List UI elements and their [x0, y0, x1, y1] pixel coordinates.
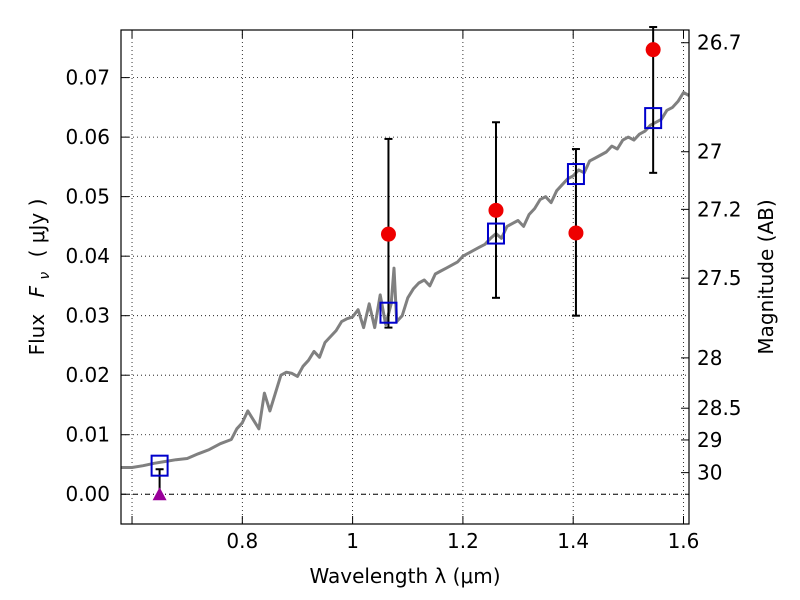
observed-flux-marker: [380, 226, 396, 242]
y-axis-label-symbol: F: [25, 285, 49, 297]
model-magnitude-marker: [644, 107, 663, 130]
y-tick-label: 0.00: [65, 482, 110, 506]
y-axis-label-unit: ( μJy ): [25, 199, 49, 258]
observed-flux-marker: [645, 42, 661, 58]
mag-tick-label: 28.5: [697, 396, 742, 420]
mag-tick-label: 28: [697, 346, 722, 370]
y-axis-label-subscript: ν: [37, 272, 53, 280]
x-tick-label: 1.2: [447, 529, 479, 553]
mag-tick-label: 27: [697, 140, 722, 164]
y-axis-label: Flux F ν ( μJy ): [25, 199, 54, 356]
mag-tick-label: 26.7: [697, 31, 742, 55]
magnitude-axis-label: Magnitude (AB): [754, 199, 778, 354]
x-tick-label: 0.8: [226, 529, 258, 553]
model-magnitude-marker: [566, 163, 585, 186]
observed-flux-marker: [568, 225, 584, 241]
data-layer: [121, 26, 690, 501]
x-tick-label: 1.6: [668, 529, 700, 553]
mag-tick-label: 27.2: [697, 197, 742, 221]
mag-tick-label: 27.5: [697, 266, 742, 290]
y-tick-label: 0.05: [65, 185, 110, 209]
plot-frame: [120, 29, 690, 525]
upper-limit-marker: [152, 487, 167, 501]
x-axis-label: Wavelength λ (μm): [309, 564, 500, 588]
y-tick-label: 0.03: [65, 304, 110, 328]
mag-tick-label: 29: [697, 428, 722, 452]
axis-ticks: 0.8 1 1.2 1.4 1.6 0.00 0.01 0.02 0.03 0.04 0.05 0.0…: [65, 30, 742, 553]
model-magnitude-marker: [486, 222, 505, 245]
y-tick-label: 0.06: [65, 125, 110, 149]
observed-flux-marker: [488, 202, 504, 218]
model-sed-line: [121, 91, 690, 469]
y-axis-label-prefix: Flux: [25, 314, 49, 356]
y-tick-label: 0.01: [65, 423, 110, 447]
y-tick-label: 0.07: [65, 66, 110, 90]
y-tick-label: 0.02: [65, 363, 110, 387]
x-tick-label: 1.4: [557, 529, 589, 553]
model-magnitude-marker: [150, 454, 169, 477]
y-tick-label: 0.04: [65, 244, 110, 268]
model-magnitude-marker: [379, 301, 398, 324]
x-tick-label: 1: [346, 529, 359, 553]
mag-tick-label: 30: [697, 461, 722, 485]
